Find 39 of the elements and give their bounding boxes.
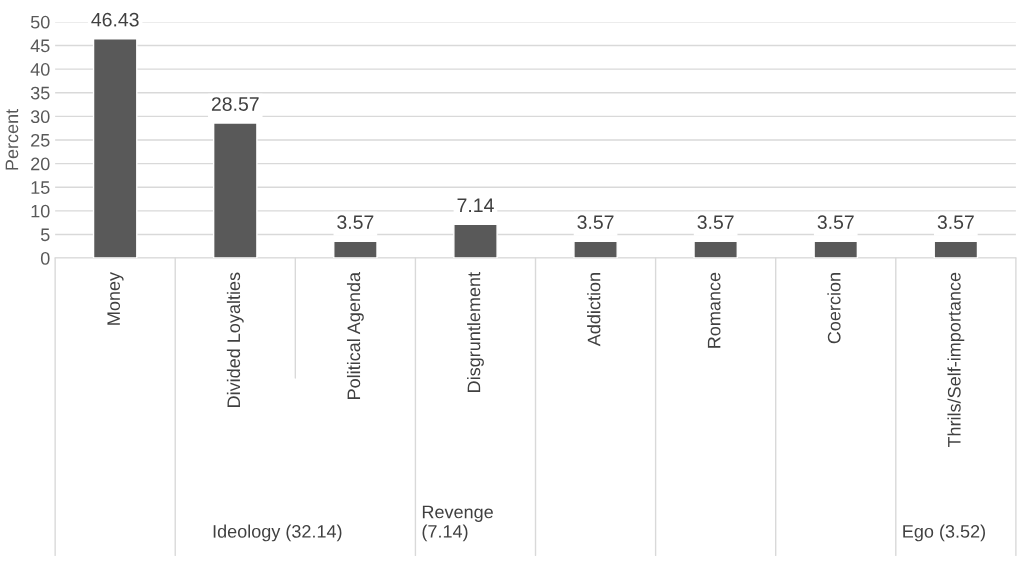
y-tick-label: 0: [40, 251, 50, 265]
bar: [813, 240, 859, 259]
data-label: 3.57: [697, 215, 734, 230]
y-tick-label: 30: [30, 110, 50, 124]
data-label: 3.57: [337, 215, 374, 230]
y-tick-label: 20: [31, 157, 50, 171]
text: Revenge (7.14): [422, 505, 493, 542]
y-tick-label: 50: [30, 15, 50, 29]
bar: [453, 223, 498, 259]
x-tick-label: Addiction: [587, 273, 601, 347]
x-tick-label: Romance: [707, 272, 721, 348]
x-tick-label: Coercion: [827, 273, 841, 344]
y-tick-label: 25: [31, 133, 50, 147]
x-tick-label: Political Agenda: [346, 271, 364, 399]
text: Ideology (32.14): [213, 524, 342, 542]
bar: [333, 240, 378, 259]
y-tick-label: 10: [31, 204, 50, 218]
data-label: 3.57: [937, 215, 974, 230]
x-tick-label: Thrils/Self-importance: [947, 272, 965, 448]
data-label: 3.57: [577, 215, 614, 230]
y-tick-label: 15: [31, 181, 50, 194]
data-label: 3.57: [817, 215, 854, 230]
x-tick-label: Divided Loyalties: [226, 272, 244, 407]
y-tick-label: 40: [30, 63, 50, 76]
y-axis-title: Percent: [5, 108, 19, 170]
bar: [693, 240, 738, 259]
bar: [933, 240, 979, 259]
text: Ego (3.52): [903, 524, 985, 542]
x-tick-label: Money: [107, 271, 124, 325]
data-label: 28.57: [211, 97, 259, 111]
x-tick-label: Disgruntlement: [467, 272, 484, 392]
y-tick-label: 45: [30, 39, 50, 53]
data-label: 46.43: [91, 12, 139, 27]
bar: [212, 122, 258, 259]
data-label: 7.14: [457, 198, 494, 212]
y-tick-label: 35: [30, 86, 50, 100]
y-tick-label: 5: [40, 228, 50, 242]
bar: [573, 240, 618, 259]
bar: [92, 38, 138, 259]
